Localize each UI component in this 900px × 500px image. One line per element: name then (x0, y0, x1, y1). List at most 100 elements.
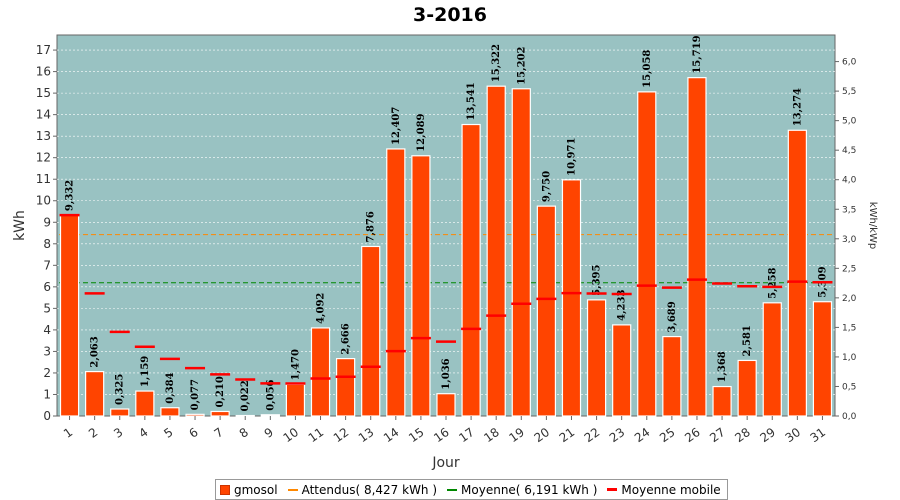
bar-value-label: 12,089 (416, 113, 427, 151)
legend-label-gmosol: gmosol (234, 482, 278, 497)
x-tick-label: 27 (707, 425, 728, 445)
bar (411, 155, 431, 417)
y-tick-label: 10 (36, 194, 51, 208)
y-tick-label: 15 (36, 86, 51, 100)
bar (586, 299, 607, 417)
x-tick-label: 7 (212, 425, 226, 441)
x-axis-label: Jour (431, 455, 460, 471)
y-tick-label: 9 (43, 215, 51, 229)
bar-value-label: 5,258 (767, 267, 778, 298)
y2-tick-label: 0,0 (842, 412, 857, 422)
bar (561, 179, 582, 417)
chart-title: 3-2016 (413, 4, 487, 26)
x-tick-label: 8 (237, 425, 251, 441)
y-tick-label: 6 (43, 280, 51, 294)
x-tick-label: 24 (632, 425, 653, 445)
x-tick-label: 18 (481, 425, 502, 445)
bar (361, 245, 381, 417)
legend-label-mean: Moyenne( 6,191 kWh ) (461, 482, 598, 497)
chart-area: 012345678910111213141516170,00,51,01,52,… (12, 34, 878, 471)
bar-value-label: 4,233 (617, 290, 628, 321)
y2-tick-label: 1,0 (842, 353, 857, 363)
bar (637, 91, 657, 417)
legend-swatch-moving (607, 488, 618, 491)
bar (386, 148, 406, 417)
legend-swatch-gmosol (220, 484, 230, 495)
bar (135, 390, 155, 417)
legend-swatch-expected (287, 488, 298, 491)
bar-value-label: 1,368 (717, 351, 728, 382)
bar (110, 408, 130, 417)
bar-value-label: 7,876 (366, 211, 377, 242)
y2-tick-label: 2,5 (842, 264, 856, 274)
bar (335, 358, 356, 417)
bar (511, 88, 531, 417)
x-tick-label: 20 (532, 425, 553, 445)
x-tick-label: 25 (657, 425, 678, 445)
y-tick-label: 2 (43, 366, 51, 380)
x-tick-label: 14 (381, 425, 402, 445)
bar-value-label: 10,971 (566, 138, 577, 176)
bar (787, 129, 807, 417)
x-tick-label: 15 (406, 425, 427, 445)
bar (612, 324, 632, 417)
x-tick-label: 31 (808, 425, 829, 445)
y-tick-label: 8 (43, 237, 51, 251)
bar-value-label: 0,384 (165, 372, 176, 403)
legend: gmosol Attendus( 8,427 kWh ) Moyenne( 6,… (215, 479, 728, 500)
y-axis-label: kWh (12, 210, 28, 241)
bar (235, 414, 255, 417)
x-tick-label: 22 (582, 425, 603, 445)
bar (185, 413, 205, 417)
y-tick-label: 14 (36, 108, 51, 122)
bar (812, 301, 833, 417)
x-tick-label: 30 (783, 425, 804, 445)
bar-value-label: 15,719 (692, 35, 703, 73)
legend-item-mean: Moyenne( 6,191 kWh ) (447, 483, 597, 497)
bar-value-label: 5,395 (592, 265, 603, 296)
legend-label-expected: Attendus( 8,427 kWh ) (301, 482, 438, 497)
x-tick-label: 17 (456, 425, 477, 445)
y-tick-label: 0 (43, 409, 51, 423)
bar-value-label: 0,210 (215, 376, 226, 407)
bar (737, 359, 757, 417)
x-tick-label: 2 (86, 425, 100, 441)
bar (310, 327, 331, 417)
y-tick-label: 16 (36, 65, 51, 79)
bar-value-label: 3,689 (667, 301, 678, 332)
bar-value-label: 0,022 (240, 380, 251, 411)
x-tick-label: 19 (506, 425, 527, 445)
legend-item-gmosol: gmosol (220, 483, 278, 497)
y2-axis-label: kWh/kWp (867, 202, 878, 249)
bar-value-label: 15,058 (642, 50, 653, 88)
bar-value-label: 2,581 (742, 325, 753, 356)
x-tick-label: 11 (306, 425, 327, 445)
y-tick-label: 17 (36, 43, 51, 57)
bar (486, 85, 506, 417)
x-tick-label: 6 (186, 425, 200, 441)
x-tick-label: 10 (281, 425, 302, 445)
y-tick-label: 7 (43, 258, 51, 272)
y2-tick-label: 4,5 (842, 146, 856, 156)
legend-item-moving: Moyenne mobile (607, 483, 721, 497)
x-tick-label: 21 (557, 425, 578, 445)
y-tick-label: 12 (36, 151, 51, 165)
y2-tick-label: 3,5 (842, 205, 856, 215)
legend-swatch-mean (447, 488, 458, 491)
y-tick-label: 1 (43, 387, 51, 401)
bar-value-label: 1,159 (140, 356, 151, 387)
x-tick-label: 3 (111, 425, 125, 441)
x-tick-label: 26 (682, 425, 703, 445)
bar-value-label: 12,407 (391, 107, 402, 145)
y-tick-label: 13 (36, 129, 51, 143)
y2-tick-label: 4,0 (842, 176, 857, 186)
y-tick-label: 3 (43, 344, 51, 358)
x-tick-label: 4 (136, 425, 150, 441)
y2-tick-label: 3,0 (842, 235, 857, 245)
bar-value-label: 0,325 (115, 374, 126, 405)
bar-value-label: 0,056 (265, 379, 276, 410)
x-tick-label: 13 (356, 425, 377, 445)
bar-value-label: 2,666 (341, 323, 352, 354)
bar-value-label: 9,332 (65, 180, 76, 211)
y-tick-label: 4 (43, 323, 51, 337)
